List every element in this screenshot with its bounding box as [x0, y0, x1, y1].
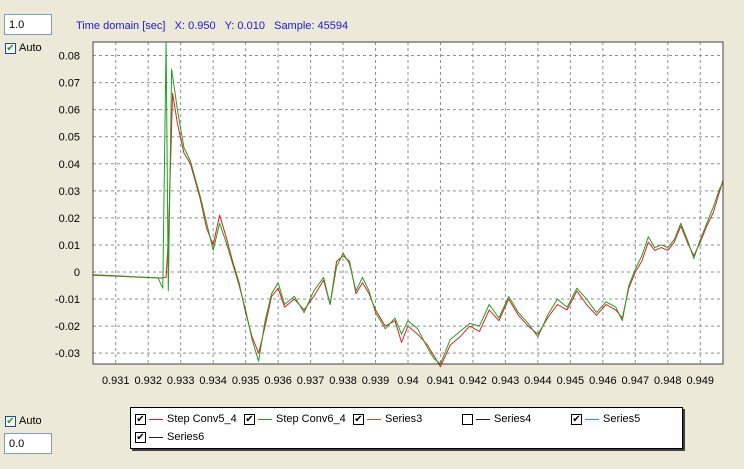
x-tick-label: 0.937	[297, 375, 325, 387]
x-tick-label: 0.933	[167, 375, 195, 387]
series-line-step-conv6-4	[92, 41, 724, 365]
cursor-readout: Time domain [sec] X: 0.950 Y: 0.010 Samp…	[76, 20, 349, 32]
auto-top-checkbox[interactable]: ✔	[5, 42, 16, 54]
y-tick-label: 0.02	[59, 213, 80, 225]
x-tick-label: 0.941	[427, 375, 455, 387]
x-tick-label: 0.943	[492, 375, 520, 387]
auto-bottom-checkbox[interactable]: ✔	[5, 415, 16, 427]
x-tick-label: 0.947	[622, 375, 650, 387]
series-line-step-conv5-4	[92, 92, 724, 368]
y-tick-labels: 0.08 0.07 0.06 0.05 0.04 0.03 0.02 0.01 0 -0.01 -0…	[55, 51, 80, 361]
x-tick-label: 0.936	[264, 375, 292, 387]
x-tick-label: 0.934	[199, 375, 227, 387]
series-lines	[92, 41, 724, 368]
x-tick-label: 0.945	[557, 375, 585, 387]
legend-label: Series6	[167, 431, 205, 443]
y-tick-label: 0.07	[59, 78, 80, 90]
auto-top-label: Auto	[19, 42, 42, 54]
legend-swatch	[258, 418, 272, 420]
auto-scale-bottom[interactable]: ✔ Auto	[5, 415, 42, 427]
x-tick-label: 0.94	[397, 375, 418, 387]
min-value-input[interactable]	[4, 433, 52, 454]
legend-item-6[interactable]: ✔ Series6	[135, 430, 204, 444]
y-tick-label: 0.05	[59, 132, 80, 144]
x-tick-label: 0.939	[362, 375, 390, 387]
legend-item-2[interactable]: ✔ Step Conv6_4	[244, 412, 346, 426]
x-tick-label: 0.932	[134, 375, 162, 387]
plot-background	[93, 42, 723, 364]
legend-checkbox[interactable]: ✔	[135, 413, 146, 425]
x-tick-label: 0.944	[524, 375, 552, 387]
legend-checkbox[interactable]: ✔	[571, 413, 582, 425]
x-tick-label: 0.931	[102, 375, 130, 387]
y-tick-label: 0.06	[59, 105, 80, 117]
x-tick-label: 0.949	[687, 375, 715, 387]
x-tick-labels: 0.931 0.932 0.933 0.934 0.935 0.936 0.937 0.938…	[102, 375, 714, 387]
legend-checkbox[interactable]: ✔	[353, 413, 364, 425]
y-tick-label: 0	[74, 267, 80, 279]
legend-label: Step Conv5_4	[167, 413, 237, 425]
max-value-input[interactable]	[4, 14, 52, 35]
time-domain-chart[interactable]: 0.08 0.07 0.06 0.05 0.04 0.03 0.02 0.01 0 -0.01 -0…	[0, 0, 744, 400]
legend-item-1[interactable]: ✔ Step Conv5_4	[135, 412, 237, 426]
x-tick-label: 0.946	[589, 375, 617, 387]
legend-swatch	[367, 418, 381, 420]
plot-frame	[92, 41, 724, 365]
y-tick-label: 0.04	[59, 159, 80, 171]
legend-checkbox[interactable]: ✔	[135, 431, 146, 443]
legend-item-5[interactable]: ✔ Series5	[571, 412, 640, 426]
y-tick-label: 0.01	[59, 240, 80, 252]
legend-label: Step Conv6_4	[276, 413, 346, 425]
auto-bottom-label: Auto	[19, 415, 42, 427]
y-tick-label: 0.08	[59, 51, 80, 63]
legend-checkbox[interactable]: ✔	[244, 413, 255, 425]
x-tick-label: 0.942	[459, 375, 487, 387]
y-tick-label: 0.03	[59, 186, 80, 198]
legend-item-4[interactable]: Series4	[462, 412, 531, 426]
y-tick-label: -0.01	[55, 294, 80, 306]
x-tick-label: 0.938	[329, 375, 357, 387]
legend-checkbox[interactable]	[462, 413, 473, 425]
legend-swatch	[149, 418, 163, 420]
legend-item-3[interactable]: ✔ Series3	[353, 412, 422, 426]
legend-swatch	[149, 436, 163, 438]
legend-label: Series3	[385, 413, 423, 425]
legend-swatch	[585, 418, 599, 420]
x-tick-label: 0.935	[232, 375, 260, 387]
auto-scale-top[interactable]: ✔ Auto	[5, 42, 42, 54]
legend-label: Series4	[494, 413, 532, 425]
legend: ✔ Step Conv5_4 ✔ Step Conv6_4 ✔ Series3 …	[130, 407, 683, 449]
legend-swatch	[476, 418, 490, 420]
y-tick-label: -0.03	[55, 348, 80, 360]
legend-label: Series5	[603, 413, 641, 425]
x-tick-label: 0.948	[654, 375, 682, 387]
y-tick-label: -0.02	[55, 321, 80, 333]
